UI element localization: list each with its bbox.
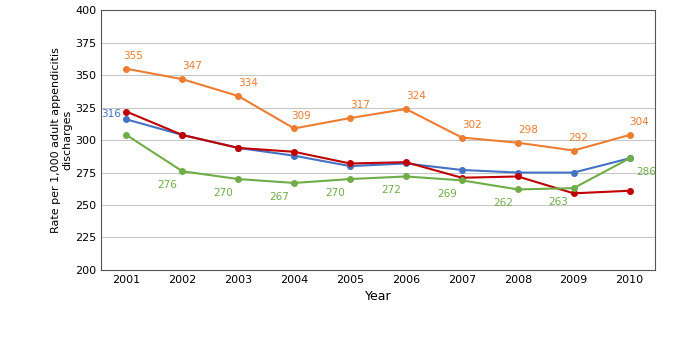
Text: 272: 272 [381,185,401,195]
Black [570,148,578,153]
Hispanic [290,150,298,154]
Text: 263: 263 [549,197,568,207]
Text: 347: 347 [182,62,202,71]
Black [626,133,634,137]
Hispanic [458,176,466,180]
Text: 270: 270 [213,188,233,198]
White [458,168,466,172]
Text: 298: 298 [518,125,538,135]
Hispanic [122,109,130,113]
Asian and Pacific Islander [458,178,466,182]
White [402,161,410,165]
Text: 269: 269 [437,189,457,199]
Text: 262: 262 [493,198,512,208]
White [290,154,298,158]
White [234,146,242,150]
White [178,133,186,137]
X-axis label: Year: Year [364,290,391,303]
Asian and Pacific Islander [514,187,522,191]
Hispanic [178,133,186,137]
Text: 286: 286 [637,167,656,177]
Asian and Pacific Islander [178,169,186,173]
Hispanic [626,189,634,193]
Asian and Pacific Islander [570,186,578,190]
Y-axis label: Rate per 1,000 adult appendicitis
discharges: Rate per 1,000 adult appendicitis discha… [51,47,72,233]
Black [346,116,354,120]
Black [178,77,186,81]
Asian and Pacific Islander [402,174,410,179]
Black [458,135,466,139]
Text: 334: 334 [238,78,258,88]
Text: 302: 302 [462,120,482,130]
Black [290,126,298,130]
White [122,117,130,121]
Text: 292: 292 [568,133,588,143]
Text: 304: 304 [630,117,649,127]
Asian and Pacific Islander [626,156,634,160]
White [346,164,354,168]
Asian and Pacific Islander [290,181,298,185]
Line: Black: Black [124,66,632,153]
Text: 316: 316 [101,109,122,119]
White [570,171,578,175]
Asian and Pacific Islander [234,177,242,181]
Black [122,67,130,71]
Black [514,140,522,145]
Hispanic [402,160,410,164]
Text: 355: 355 [124,51,144,61]
Asian and Pacific Islander [122,133,130,137]
Black [234,94,242,98]
Hispanic [514,174,522,179]
White [514,171,522,175]
Text: 276: 276 [157,180,178,190]
Black [402,107,410,111]
Text: 270: 270 [325,188,345,198]
Text: 309: 309 [292,111,311,121]
Line: Asian and Pacific Islander: Asian and Pacific Islander [124,132,632,192]
Line: Hispanic: Hispanic [124,109,632,196]
Asian and Pacific Islander [346,177,354,181]
Hispanic [346,161,354,165]
Text: 324: 324 [406,91,426,101]
Hispanic [570,191,578,195]
Line: White: White [124,117,632,175]
Text: 267: 267 [269,192,289,202]
Text: 317: 317 [350,100,370,110]
Hispanic [234,146,242,150]
White [626,156,634,160]
